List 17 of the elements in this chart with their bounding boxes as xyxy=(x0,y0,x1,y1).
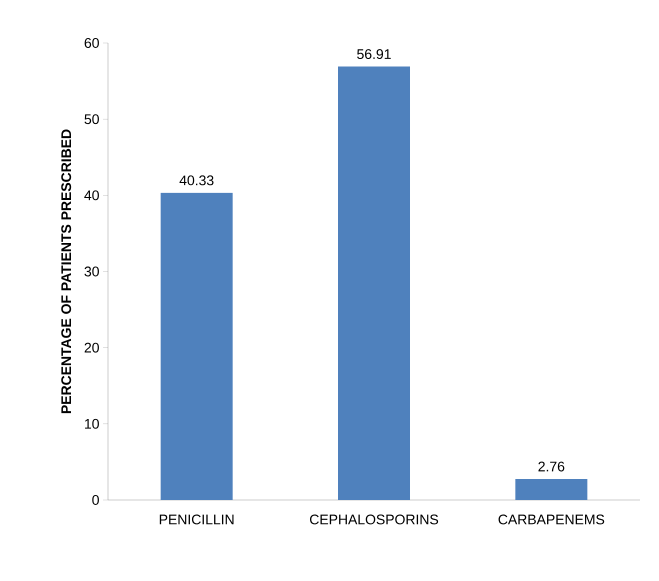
y-tick-label: 40 xyxy=(84,190,99,200)
bar xyxy=(160,192,233,500)
bar xyxy=(338,66,410,500)
y-axis-title: PERCENTAGE OF PATIENTS PRESCRIBED xyxy=(61,130,72,414)
x-tick-label: CEPHALOSPORINS xyxy=(310,514,438,524)
y-tick-label: 50 xyxy=(84,114,99,124)
data-label: 40.33 xyxy=(180,175,214,186)
data-label: 56.91 xyxy=(357,49,391,60)
y-tick-label: 30 xyxy=(84,266,99,276)
y-tick-label: 20 xyxy=(84,342,99,353)
x-tick-label: PENICILLIN xyxy=(160,514,234,524)
y-tick-label: 10 xyxy=(85,418,99,429)
y-tick-label: 60 xyxy=(84,38,99,48)
bar xyxy=(515,478,588,500)
y-tick-label: 0 xyxy=(92,495,99,505)
x-tick-label: CARBAPENEMS xyxy=(498,514,604,524)
data-label: 2.76 xyxy=(538,462,564,472)
